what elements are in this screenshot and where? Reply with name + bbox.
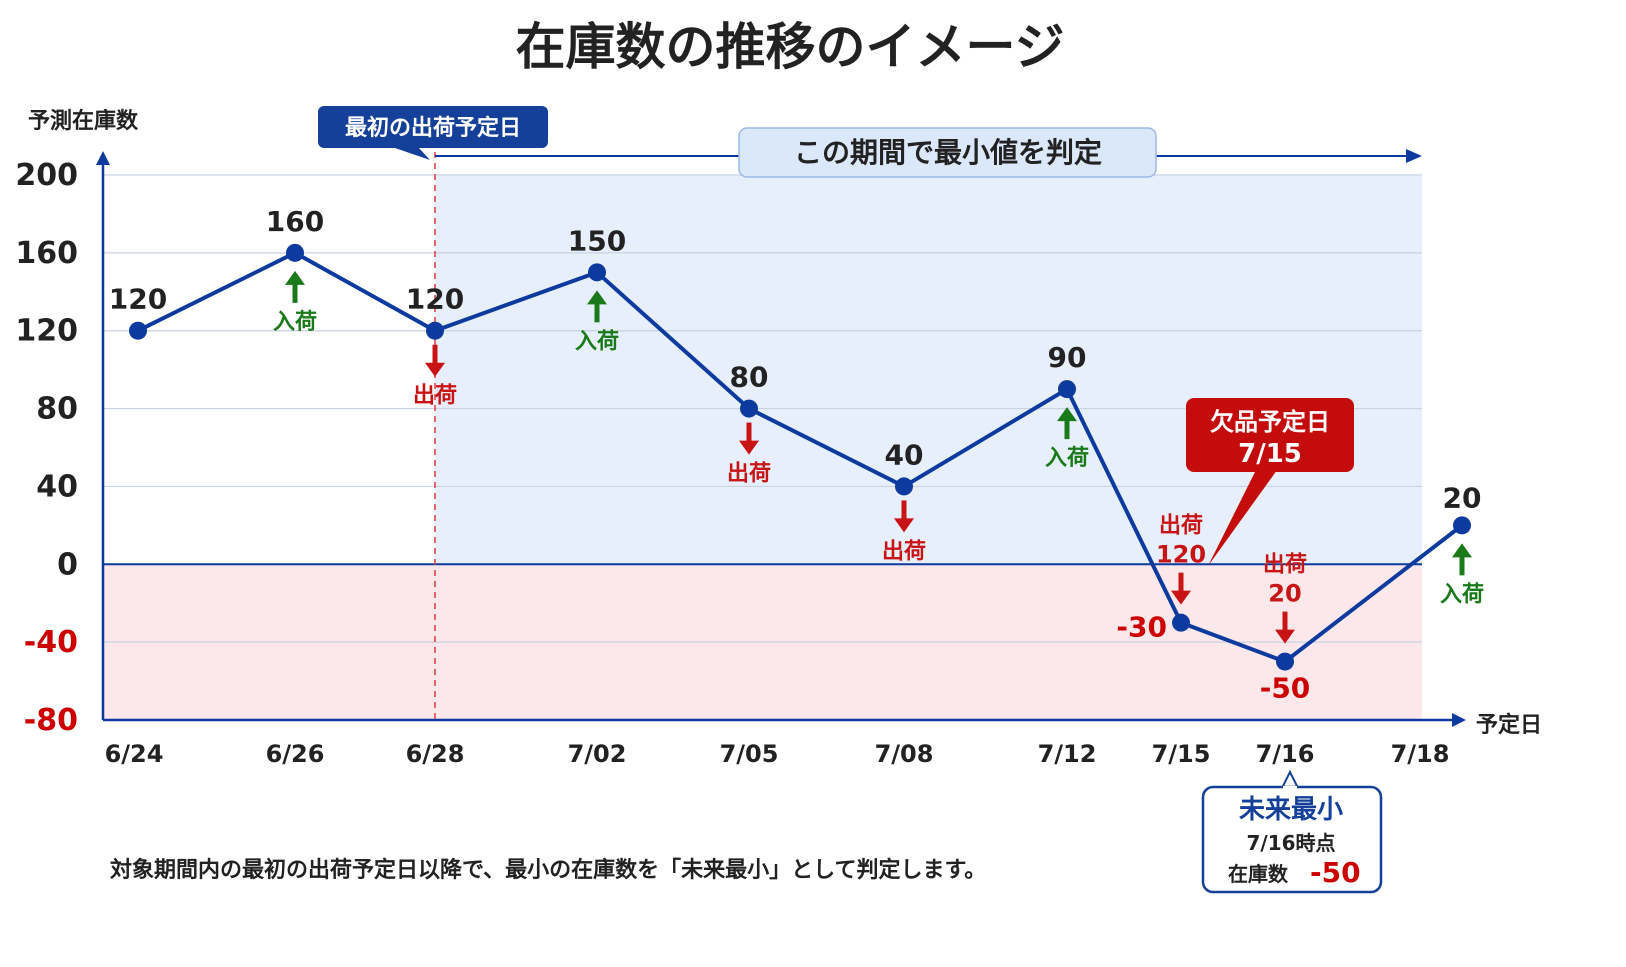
stockout-callout-box <box>1186 398 1354 472</box>
stockout-callout-date: 7/15 <box>1238 439 1302 469</box>
x-axis-arrow <box>1452 713 1466 727</box>
x-tick-label: 7/18 <box>1391 740 1450 768</box>
min-box-pointer <box>1280 769 1300 789</box>
min-box-pointer-mask <box>1283 786 1297 790</box>
inbound-arrow-head <box>1452 543 1472 558</box>
data-point <box>588 263 606 282</box>
series-line <box>137 250 1464 664</box>
outbound-amount-label: 120 <box>1156 541 1206 569</box>
future-min-title: 未来最小 <box>1239 795 1343 825</box>
data-label: 80 <box>730 361 769 394</box>
inbound-arrow-head <box>587 290 607 305</box>
x-tick-label: 6/26 <box>266 740 325 768</box>
y-tick-label: -40 <box>24 625 78 660</box>
data-point <box>1453 516 1471 535</box>
data-point <box>1172 613 1190 632</box>
period-arrow-head <box>1406 149 1422 163</box>
data-point <box>129 321 147 340</box>
period-label-box <box>738 127 1157 178</box>
y-tick-label: 200 <box>15 158 78 193</box>
outbound-label: 出荷 <box>413 384 457 409</box>
first-shipment-callout-box <box>318 106 548 148</box>
chart-title: 在庫数の推移のイメージ <box>516 18 1065 76</box>
future-min-stock-label: 在庫数 <box>1228 862 1289 886</box>
outbound-arrow-head <box>1171 590 1191 605</box>
y-tick-label: 40 <box>36 469 78 504</box>
y-tick-label: 120 <box>15 314 78 349</box>
data-label: 120 <box>406 283 464 316</box>
data-label: 120 <box>109 283 167 316</box>
data-point <box>895 477 913 496</box>
outbound-arrow-head <box>894 518 914 533</box>
y-axis-label: 予測在庫数 <box>28 108 139 134</box>
x-tick-label: 6/24 <box>105 740 164 768</box>
data-label: -50 <box>1260 672 1311 705</box>
chart-caption: 対象期間内の最初の出荷予定日以降で、最小の在庫数を「未来最小」として判定します。 <box>110 858 987 883</box>
data-point <box>1058 380 1076 399</box>
inbound-label: 入荷 <box>575 329 619 354</box>
data-label: 160 <box>266 205 324 238</box>
outbound-label: 出荷 <box>882 539 926 564</box>
outbound-amount-label: 20 <box>1268 580 1301 608</box>
inbound-label: 入荷 <box>1045 446 1089 471</box>
x-axis-label: 予定日 <box>1476 712 1542 738</box>
y-tick-label: 0 <box>57 547 78 582</box>
data-label: -30 <box>1116 611 1167 644</box>
data-point <box>1276 652 1294 671</box>
future-min-value: -50 <box>1310 856 1361 889</box>
period-label-text: この期間で最小値を判定 <box>794 136 1102 169</box>
y-axis-arrow <box>96 151 110 165</box>
y-tick-label: -80 <box>24 703 78 738</box>
x-tick-label: 7/02 <box>568 740 627 768</box>
outbound-arrow-head <box>1275 629 1295 644</box>
period-positive-bg <box>435 175 1422 565</box>
x-tick-label: 7/05 <box>720 740 779 768</box>
x-tick-label: 7/12 <box>1038 740 1097 768</box>
data-label: 150 <box>568 224 626 257</box>
inbound-label: 入荷 <box>1440 582 1484 607</box>
x-tick-label: 7/16 <box>1256 740 1315 768</box>
data-label: 20 <box>1443 481 1482 514</box>
data-label: 40 <box>885 438 924 471</box>
stockout-callout-pointer <box>1208 466 1280 566</box>
inbound-arrow-head <box>1057 407 1077 422</box>
x-tick-label: 7/15 <box>1152 740 1211 768</box>
inbound-label: 入荷 <box>273 310 317 335</box>
outbound-arrow-head <box>425 362 445 377</box>
y-tick-label: 80 <box>36 392 78 427</box>
stockout-callout-title: 欠品予定日 <box>1210 408 1330 436</box>
future-min-time: 7/16時点 <box>1246 831 1335 855</box>
x-tick-label: 7/08 <box>875 740 934 768</box>
data-point <box>426 321 444 340</box>
outbound-arrow-head <box>739 440 759 455</box>
outbound-label: 出荷 <box>727 462 771 487</box>
data-point <box>286 243 304 262</box>
y-tick-label: 160 <box>15 236 78 271</box>
inbound-arrow-head <box>285 270 305 285</box>
outbound-label: 出荷 <box>1159 514 1203 539</box>
first-shipment-callout-text: 最初の出荷予定日 <box>345 115 521 141</box>
x-tick-label: 6/28 <box>406 740 465 768</box>
data-label: 90 <box>1048 341 1087 374</box>
data-point <box>740 399 758 418</box>
outbound-label: 出荷 <box>1263 553 1307 578</box>
first-shipment-callout-pointer <box>392 147 430 160</box>
